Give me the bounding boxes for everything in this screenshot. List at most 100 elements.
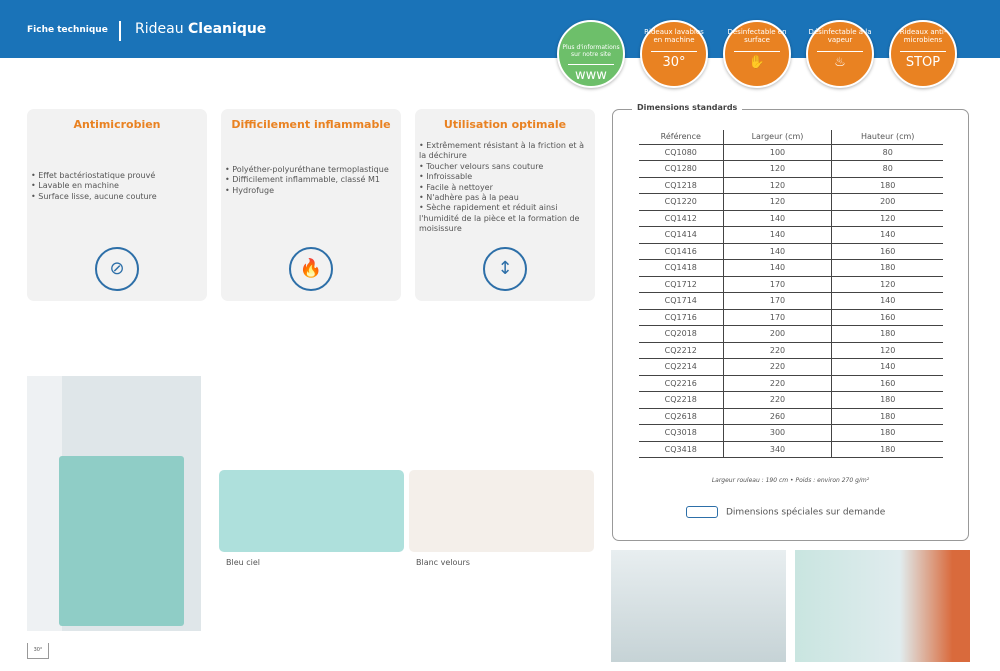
table-cell: 120	[831, 276, 943, 293]
feature-card: Difficilement inflammable • Polyéther-pol…	[221, 109, 401, 301]
badge-globe-www[interactable]: Plus d'informations sur notre site www	[557, 20, 625, 88]
feature-item: • N'adhère pas à la peau	[419, 192, 519, 202]
stop-icon: STOP	[900, 50, 946, 71]
feature-item: • Facile à nettoyer	[419, 182, 493, 192]
dimensions-panel	[612, 109, 969, 541]
wash-30-icon: 30°	[27, 643, 49, 659]
table-cell: 140	[722, 226, 832, 244]
badge-steam: Désinfectable à la vapeur ♨	[806, 20, 874, 88]
table-cell: 140	[722, 243, 832, 260]
special-dimensions: Dimensions spéciales sur demande	[686, 506, 885, 518]
table-row: CQ1716 170 160	[639, 309, 943, 326]
wipe-hand-icon: ✋	[734, 50, 780, 71]
table-cell: CQ1714	[639, 292, 724, 310]
bacteria-crossed-icon: ⊘	[95, 247, 139, 291]
roll-note: Largeur rouleau : 190 cm • Poids : envir…	[711, 477, 870, 484]
feature-item: • Extrêmement résistant à la friction et…	[419, 141, 584, 161]
feature-title: Difficilement inflammable	[231, 118, 391, 131]
table-cell: 120	[722, 177, 832, 194]
table-cell: CQ2018	[639, 325, 724, 343]
table-row: CQ1280 120 80	[639, 160, 943, 178]
product-photo-hospital-room-2	[795, 550, 970, 662]
table-cell: 180	[831, 259, 943, 277]
table-cell: 120	[831, 210, 943, 227]
feature-title: Antimicrobien	[73, 118, 161, 131]
table-cell: CQ1712	[639, 276, 724, 293]
table-cell: 140	[722, 259, 832, 277]
table-row: CQ1218 120 180	[639, 177, 943, 194]
table-cell: 300	[722, 424, 832, 442]
table-cell: CQ2214	[639, 358, 724, 376]
table-cell: 170	[722, 276, 832, 293]
column-header: Référence	[639, 130, 724, 145]
column-header: Hauteur (cm)	[831, 130, 943, 145]
feature-card: Antimicrobien • Effet bactériostatique pr…	[27, 109, 207, 301]
table-cell: 180	[831, 408, 943, 425]
table-cell: CQ1220	[639, 193, 724, 211]
table-cell: CQ3018	[639, 424, 724, 442]
table-cell: 80	[831, 144, 943, 161]
table-cell: 170	[722, 292, 832, 310]
table-cell: CQ1716	[639, 309, 724, 326]
feature-item: • Lavable en machine	[31, 181, 119, 191]
table-cell: 140	[831, 226, 943, 244]
table-cell: CQ2212	[639, 342, 724, 359]
table-row: CQ1416 140 160	[639, 243, 943, 260]
swatch-label: Blanc velours	[416, 558, 470, 567]
table-cell: 260	[722, 408, 832, 425]
table-cell: 160	[831, 309, 943, 326]
dimensions-title: Dimensions standards	[632, 103, 743, 112]
table-cell: 140	[831, 358, 943, 376]
table-cell: CQ1414	[639, 226, 724, 244]
swatch-label: Bleu ciel	[226, 558, 261, 567]
swatch-bleu-ciel	[219, 470, 404, 552]
table-cell: 180	[831, 177, 943, 194]
table-cell: 170	[722, 309, 832, 326]
table-cell: 100	[722, 144, 832, 161]
product-photo-shower	[27, 376, 201, 631]
table-row: CQ1080 100 80	[639, 144, 943, 161]
table-cell: CQ1418	[639, 259, 724, 277]
table-row: CQ1714 170 140	[639, 292, 943, 310]
table-row: CQ2018 200 180	[639, 325, 943, 343]
table-cell: 160	[831, 375, 943, 392]
table-cell: 80	[831, 160, 943, 178]
badge-wash-30: Rideaux lavables en machine 30°	[640, 20, 708, 88]
table-cell: 120	[722, 193, 832, 211]
table-row: CQ1414 140 140	[639, 226, 943, 244]
table-cell: CQ1218	[639, 177, 724, 194]
table-row: CQ2214 220 140	[639, 358, 943, 376]
table-row: CQ1712 170 120	[639, 276, 943, 293]
table-cell: 180	[831, 391, 943, 409]
swatch-blanc-velours	[409, 470, 594, 552]
table-cell: 220	[722, 342, 832, 359]
feature-title: Utilisation optimale	[443, 118, 567, 131]
table-row: CQ3418 340 180	[639, 441, 943, 458]
column-header: Largeur (cm)	[722, 130, 832, 145]
table-row: CQ1418 140 180	[639, 259, 943, 277]
divider	[119, 21, 121, 41]
table-cell: 180	[831, 325, 943, 343]
feature-item: • Sèche rapidement et réduit ainsi l'hum…	[419, 203, 580, 234]
feature-item: • Difficilement inflammable, classé M1	[225, 175, 380, 185]
table-row: CQ2216 220 160	[639, 375, 943, 392]
table-row: CQ2218 220 180	[639, 391, 943, 409]
table-cell: 160	[831, 243, 943, 260]
dimensions-table: Référence Largeur (cm) Hauteur (cm) CQ1080…	[639, 130, 943, 458]
stretch-arrow-icon: ↕	[483, 247, 527, 291]
table-cell: CQ1412	[639, 210, 724, 227]
table-row: CQ3018 300 180	[639, 424, 943, 442]
wash-30-icon: 30°	[651, 50, 697, 71]
table-cell: CQ1280	[639, 160, 724, 178]
table-cell: 220	[722, 375, 832, 392]
table-cell: 180	[831, 441, 943, 458]
table-cell: 140	[722, 210, 832, 227]
table-cell: CQ3418	[639, 441, 724, 458]
table-cell: 120	[831, 342, 943, 359]
feature-card: Utilisation optimale • Extrêmement résist…	[415, 109, 595, 301]
globe-www-icon: www	[568, 64, 614, 84]
feature-item: • Polyéther-polyuréthane termoplastique	[225, 165, 389, 174]
table-cell: 220	[722, 358, 832, 376]
table-cell: 140	[831, 292, 943, 310]
measuring-tape-icon	[686, 506, 718, 518]
